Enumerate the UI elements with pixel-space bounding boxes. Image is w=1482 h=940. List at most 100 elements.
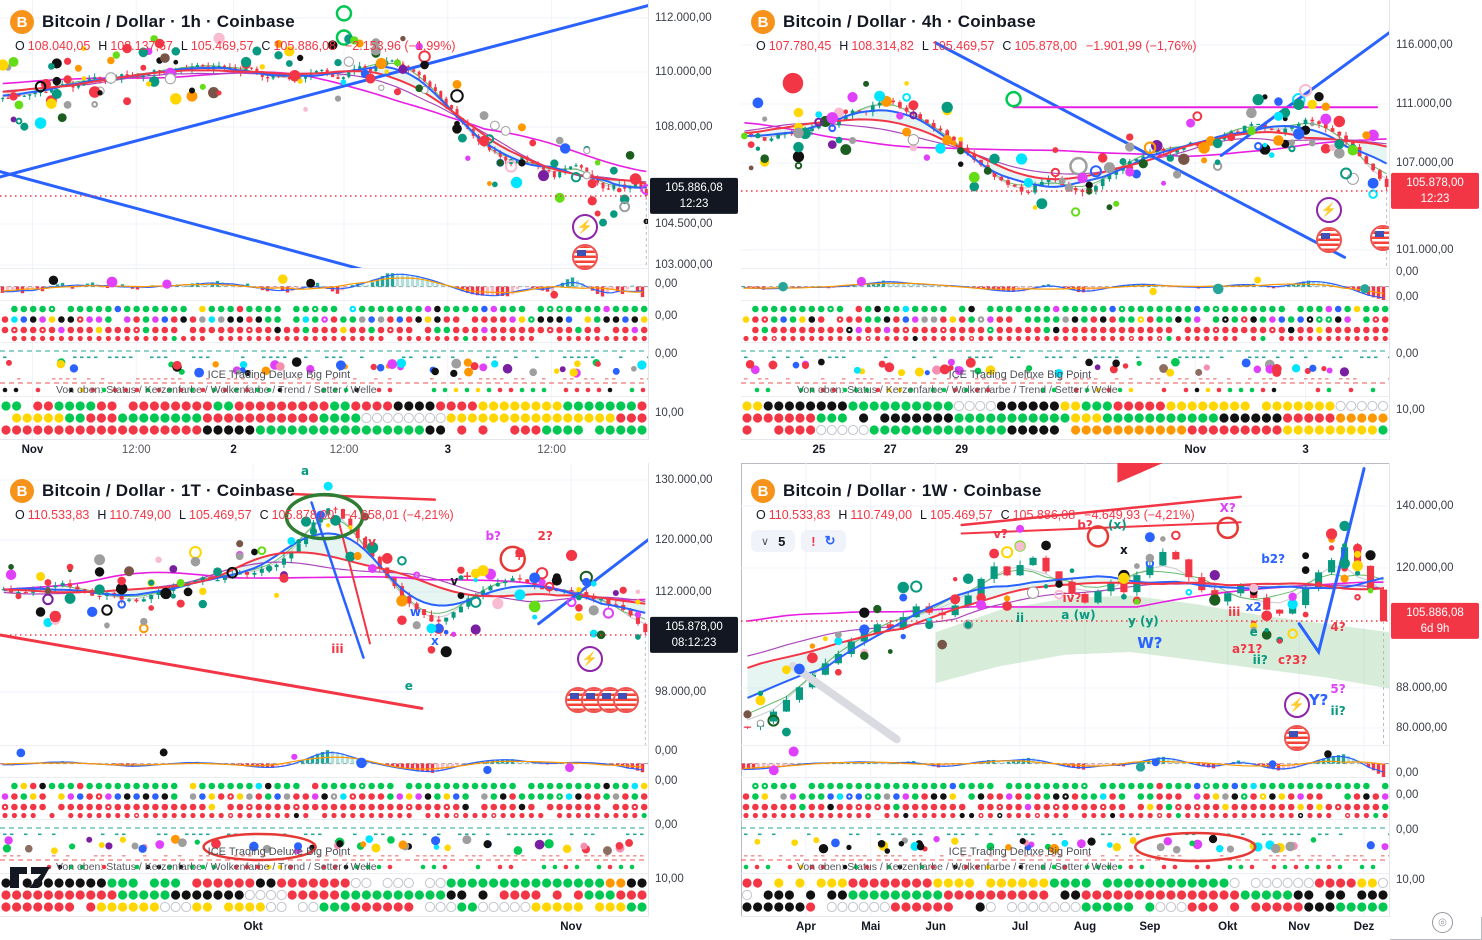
- status-dots-pane[interactable]: [741, 300, 1390, 343]
- wave-label[interactable]: X?: [1219, 501, 1236, 516]
- price-chart-4h[interactable]: [741, 0, 1390, 268]
- wave-label[interactable]: e: [1249, 625, 1258, 640]
- flag-canton: [570, 693, 579, 699]
- wave-dots-pane[interactable]: [741, 396, 1390, 441]
- economic-event-lightning-icon[interactable]: ⚡: [1316, 197, 1342, 223]
- price-chart-1W[interactable]: [741, 463, 1390, 745]
- wave-label[interactable]: y (y): [1127, 613, 1159, 628]
- us-economic-event-icon[interactable]: [1284, 725, 1310, 751]
- wave-label[interactable]: +: [462, 568, 473, 583]
- chevron-down-icon: ∨: [761, 535, 770, 548]
- wave-label[interactable]: a: [300, 464, 310, 479]
- wave-label[interactable]: c?3?: [1277, 653, 1308, 668]
- oscillator-pane[interactable]: [0, 745, 649, 778]
- refresh-icon[interactable]: ↻: [824, 533, 836, 548]
- price-axis[interactable]: 112.000,00 110.000,00 108.000,00 104.500,00…: [648, 0, 741, 440]
- wave-label[interactable]: ii?: [1252, 653, 1268, 668]
- bitcoin-logo-icon: B: [10, 479, 34, 503]
- ohlc-value: 105.878,00: [1014, 39, 1077, 53]
- price-change: −4.649,93 (−4,21%): [1084, 508, 1195, 522]
- price-axis-label: 110.000,00: [655, 66, 712, 78]
- price-axis-label: 130.000,00: [655, 474, 713, 486]
- wave-label[interactable]: x: [430, 633, 439, 648]
- oscillator-pane[interactable]: [741, 268, 1390, 301]
- indicator-title: ICE Trading Deluxe Big Point: [948, 846, 1092, 858]
- flag-canton: [1375, 231, 1384, 237]
- ohlc-row: O 110.533,83 H 110.749,00 L 105.469,57 C 105.87…: [10, 508, 454, 522]
- status-dots-pane[interactable]: [0, 300, 649, 343]
- price-axis[interactable]: 130.000,00 120.000,00 112.000,00 98.000,00 0…: [648, 463, 741, 917]
- time-axis-label: Sep: [1139, 921, 1161, 933]
- time-axis-label: 25: [812, 444, 826, 456]
- wave-label[interactable]: b2?: [1261, 551, 1286, 566]
- price-axis-label: 10,00: [655, 407, 684, 419]
- wave-label[interactable]: +: [514, 549, 525, 564]
- symbol-title[interactable]: Bitcoin / Dollar · 1W · Coinbase: [783, 481, 1042, 500]
- wave-label[interactable]: ii?: [1330, 704, 1346, 719]
- ohlc-label: L: [920, 508, 927, 522]
- status-dots-pane[interactable]: [0, 777, 649, 820]
- chart-panel-1h: ICE Trading Deluxe Big Point Von oben: St…: [0, 0, 742, 464]
- wave-label[interactable]: x: [1120, 543, 1128, 558]
- wave-label[interactable]: a?1?: [1232, 642, 1263, 657]
- wave-label[interactable]: e: [404, 678, 413, 693]
- wave-label[interactable]: 2?: [537, 529, 553, 544]
- wave-label[interactable]: a (w): [1061, 608, 1096, 623]
- ohlc-label: C: [1002, 39, 1012, 53]
- us-economic-event-icon[interactable]: [1316, 227, 1342, 253]
- indicator-title: ICE Trading Deluxe Big Point: [948, 369, 1092, 381]
- ohlc-label: H: [838, 508, 848, 522]
- oscillator-pane[interactable]: [0, 268, 649, 301]
- economic-event-lightning-icon[interactable]: ⚡: [1284, 692, 1310, 718]
- price-axis-label: 116.000,00: [1396, 39, 1453, 51]
- wave-label[interactable]: ii: [1015, 611, 1025, 626]
- ohlc-label: O: [756, 508, 766, 522]
- price-chart-1T[interactable]: [0, 463, 649, 745]
- wave-label[interactable]: Y?: [1308, 690, 1329, 709]
- symbol-title[interactable]: Bitcoin / Dollar · 1h · Coinbase: [42, 12, 295, 31]
- price-axis-label: 120.000,00: [655, 534, 713, 546]
- wave-label[interactable]: (x): [1108, 518, 1127, 533]
- tradingview-logo[interactable]: [8, 862, 54, 895]
- wave-label[interactable]: iv?: [1062, 591, 1082, 606]
- time-axis-label: Jun: [925, 921, 946, 933]
- chart-header: B Bitcoin / Dollar · 1W · Coinbase O 110.53…: [751, 479, 1195, 552]
- time-axis[interactable]: 25 27 29 Nov 3: [741, 439, 1390, 463]
- wave-label[interactable]: v?: [993, 526, 1008, 541]
- wave-label[interactable]: W?: [1137, 634, 1163, 653]
- wave-dots-pane[interactable]: [0, 396, 649, 441]
- last-price-badge: 105.886,08 12:23: [650, 177, 738, 215]
- price-axis[interactable]: 140.000,00 120.000,00 88.000,00 80.000,00 0,…: [1389, 463, 1482, 917]
- chart-panel-1T: a b? 2? iv iii v w x e + + ICE Trading Deluxe Big P…: [0, 463, 742, 940]
- economic-event-lightning-icon[interactable]: ⚡: [577, 646, 603, 672]
- status-dots-pane[interactable]: [741, 777, 1390, 820]
- ohlc-label: H: [98, 39, 108, 53]
- time-axis[interactable]: Apr Mai Jun Jul Aug Sep Okt Nov Dez: [741, 916, 1390, 940]
- wave-label[interactable]: b?: [485, 529, 502, 544]
- price-axis[interactable]: 116.000,00 111.000,00 107.000,00 101.000,00…: [1389, 0, 1482, 440]
- time-axis-label: Dez: [1353, 921, 1375, 933]
- flag-canton: [618, 693, 627, 699]
- chart-quick-settings-icon[interactable]: ◎: [1432, 912, 1453, 933]
- wave-label[interactable]: 4?: [1330, 619, 1346, 634]
- symbol-title[interactable]: Bitcoin / Dollar · 1T · Coinbase: [42, 481, 295, 500]
- economic-event-lightning-icon[interactable]: ⚡: [572, 214, 598, 240]
- us-economic-event-icon[interactable]: [572, 244, 598, 270]
- symbol-title[interactable]: Bitcoin / Dollar · 4h · Coinbase: [783, 12, 1036, 31]
- wave-label[interactable]: 5?: [1330, 681, 1346, 696]
- wave-label[interactable]: w: [409, 605, 421, 620]
- alert-icon[interactable]: !: [811, 533, 816, 549]
- us-economic-event-icon[interactable]: [613, 687, 639, 713]
- wave-label[interactable]: iv: [363, 534, 376, 549]
- alert-refresh-chip[interactable]: ! ↻: [801, 530, 846, 552]
- interval-dropdown[interactable]: ∨ 5: [751, 530, 796, 552]
- wave-label[interactable]: x2: [1245, 599, 1262, 614]
- time-axis[interactable]: Okt Nov: [0, 916, 649, 940]
- wave-label[interactable]: iii: [1228, 605, 1241, 620]
- time-axis[interactable]: Nov 12:00 2 12:00 3 12:00: [0, 439, 649, 463]
- wave-dots-pane[interactable]: [741, 873, 1390, 918]
- wave-label[interactable]: v: [450, 574, 459, 589]
- wave-dots-pane[interactable]: [0, 873, 649, 918]
- price-chart-1h[interactable]: [0, 0, 649, 268]
- wave-label[interactable]: iii: [331, 642, 344, 657]
